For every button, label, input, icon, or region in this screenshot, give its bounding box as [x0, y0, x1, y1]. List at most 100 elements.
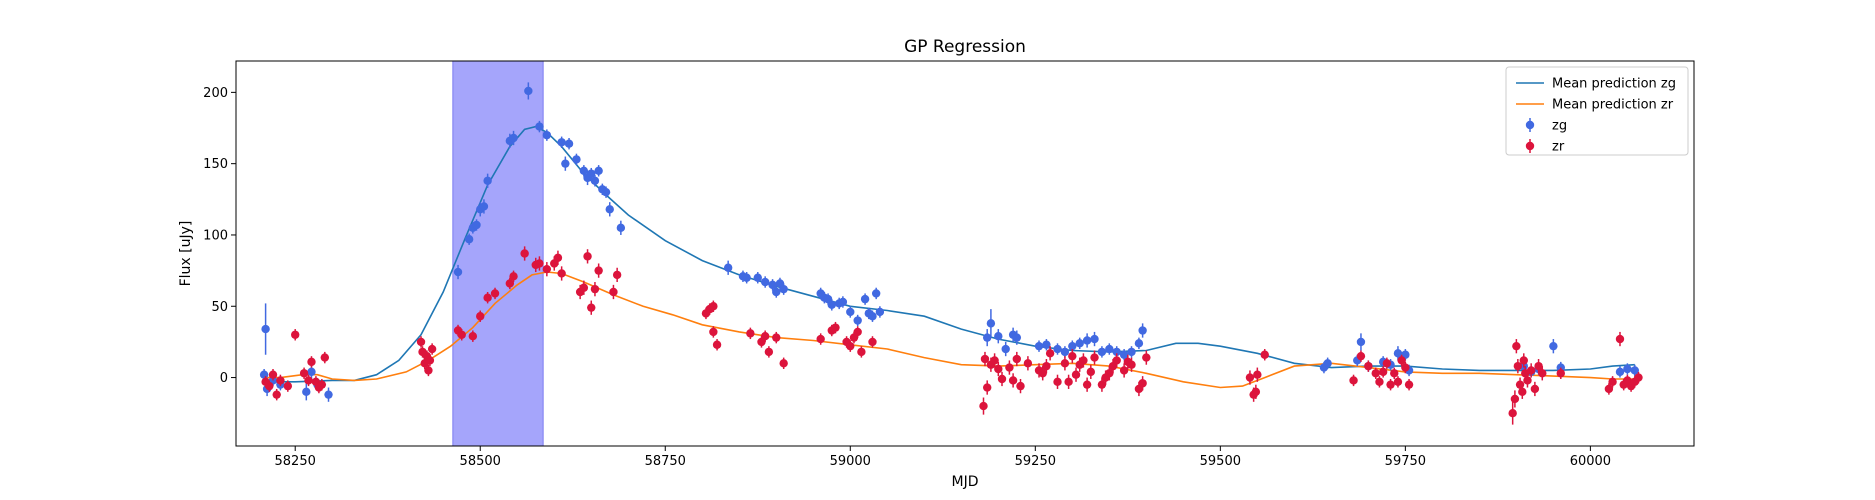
point-zr — [1068, 349, 1077, 364]
marker-zg — [779, 284, 788, 294]
point-zg — [1001, 341, 1010, 357]
marker-zg — [1042, 340, 1051, 349]
x-tick-label: 59750 — [1385, 454, 1426, 469]
point-zr — [490, 287, 500, 300]
marker-zr — [1518, 387, 1527, 397]
point-zr — [427, 343, 437, 355]
point-zr — [1519, 353, 1528, 368]
y-axis-label: Flux [uJy] — [178, 221, 194, 287]
marker-zg — [261, 324, 270, 334]
y-tick-label: 200 — [203, 86, 228, 101]
point-zr — [553, 250, 563, 265]
point-zr — [265, 380, 274, 392]
point-zr — [483, 292, 492, 304]
point-zr — [1556, 367, 1565, 379]
point-zr — [868, 336, 877, 348]
y-tick-label: 0 — [220, 371, 228, 386]
marker-zr — [1008, 376, 1018, 385]
marker-zr — [1097, 380, 1107, 389]
marker-zr — [468, 332, 478, 341]
marker-zr — [1508, 409, 1517, 418]
legend-label: zg — [1552, 119, 1567, 134]
marker-zg — [509, 133, 518, 143]
marker-zg — [1001, 344, 1010, 354]
marker-zr — [709, 327, 718, 337]
point-zr — [1349, 374, 1358, 387]
marker-zr — [1245, 373, 1255, 382]
marker-zg — [472, 220, 481, 230]
point-zg — [753, 272, 762, 284]
marker-zr — [1138, 379, 1147, 388]
marker-zr — [1356, 351, 1366, 361]
point-zg — [605, 202, 614, 217]
marker-zg — [616, 223, 626, 233]
marker-zg — [557, 138, 566, 147]
point-zr — [1005, 360, 1014, 375]
point-zr — [1012, 351, 1022, 367]
point-zg — [1042, 339, 1051, 351]
point-zr — [1538, 366, 1547, 381]
marker-zg — [590, 176, 600, 185]
point-zg — [1105, 343, 1114, 355]
point-zg — [535, 120, 544, 133]
point-zg — [564, 138, 574, 150]
marker-zg — [564, 139, 574, 148]
point-zr — [1386, 378, 1395, 391]
marker-zr — [1090, 353, 1099, 362]
point-zg — [1097, 346, 1107, 358]
point-zr — [772, 331, 781, 344]
x-tick-label: 60000 — [1570, 454, 1611, 469]
marker-zr — [1556, 369, 1565, 378]
marker-zr — [553, 253, 563, 262]
marker-zg — [1082, 336, 1092, 345]
marker-zr — [1260, 350, 1269, 359]
point-zr — [1138, 376, 1147, 391]
point-zr — [983, 380, 992, 395]
plot-area — [259, 61, 1643, 446]
point-zg — [868, 310, 877, 322]
point-zg — [838, 296, 848, 308]
point-zr — [1382, 357, 1392, 369]
point-zr — [1364, 360, 1373, 372]
marker-zr — [276, 376, 285, 385]
shaded-region — [452, 61, 544, 446]
point-zr — [857, 346, 866, 358]
point-zr — [317, 378, 327, 391]
point-zg — [464, 233, 474, 245]
marker-zg — [479, 202, 489, 211]
marker-zr — [1519, 356, 1528, 365]
marker-zr — [1082, 380, 1092, 389]
marker-zr — [1253, 370, 1262, 379]
marker-zg — [1623, 364, 1632, 374]
point-zr — [609, 284, 618, 300]
point-zg — [561, 156, 570, 171]
point-zr — [1082, 377, 1092, 392]
point-zr — [590, 282, 600, 297]
point-zr — [1608, 376, 1617, 388]
marker-zr — [1112, 356, 1121, 365]
marker-zr — [831, 323, 840, 332]
marker-zr — [490, 289, 500, 298]
point-zr — [1251, 384, 1261, 399]
point-zr — [535, 256, 544, 271]
marker-zg — [1053, 344, 1062, 354]
marker-zg — [860, 294, 870, 304]
marker-zr — [1371, 369, 1380, 378]
marker-zr — [272, 390, 281, 399]
marker-zg — [875, 307, 885, 317]
marker-zr — [1378, 367, 1388, 377]
point-zg — [983, 329, 992, 347]
marker-zr — [857, 347, 866, 357]
marker-zg — [324, 390, 333, 399]
point-zr — [587, 300, 596, 315]
marker-zr — [712, 340, 722, 349]
marker-zr — [1615, 334, 1625, 344]
marker-zr — [1086, 367, 1096, 377]
point-zr — [1053, 374, 1062, 389]
marker-zg — [868, 312, 877, 321]
marker-zr — [1604, 384, 1614, 394]
point-zg — [524, 82, 533, 100]
marker-zr — [1064, 377, 1073, 387]
point-zr — [1371, 367, 1380, 379]
marker-zr — [425, 356, 435, 365]
